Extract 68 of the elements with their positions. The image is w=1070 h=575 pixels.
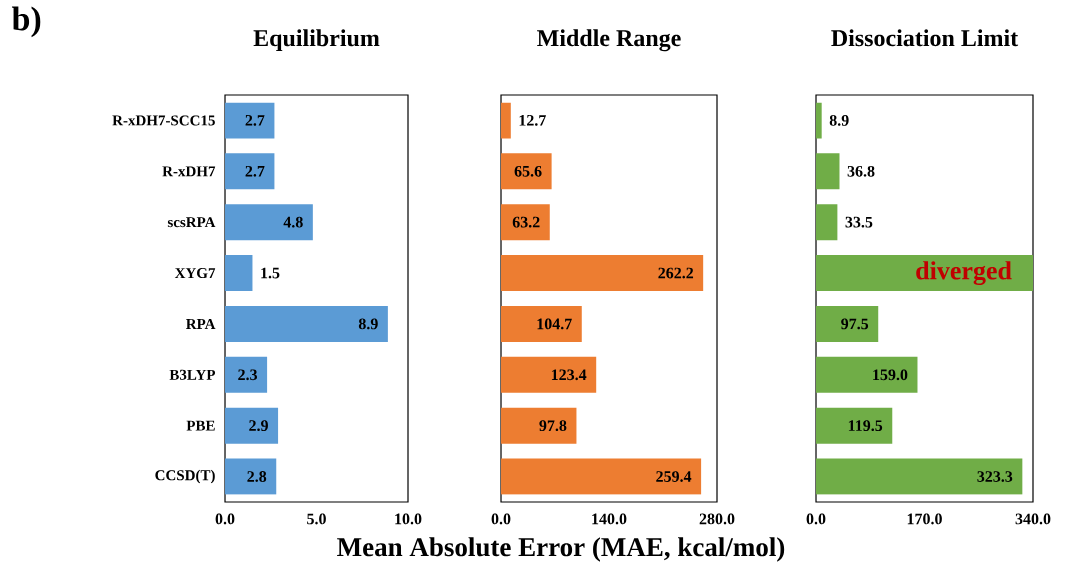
y-tick-label: scsRPA: [167, 217, 216, 228]
bar: [501, 153, 552, 190]
data-label: 12.7: [519, 115, 546, 126]
data-label: 97.5: [841, 318, 869, 330]
bar: [501, 255, 704, 292]
x-tick-label: 0.0: [806, 513, 826, 525]
bar: [816, 305, 879, 342]
data-label: 2.3: [238, 369, 258, 381]
data-label: 65.6: [514, 165, 542, 177]
x-tick-label: 0.0: [491, 513, 511, 525]
bar: [816, 458, 1023, 495]
bar: [225, 102, 275, 139]
data-label: 8.9: [829, 115, 849, 126]
data-label: 2.7: [245, 165, 265, 177]
data-label: 1.5: [261, 267, 280, 279]
chart-title: Middle Range: [537, 29, 681, 52]
bar: [501, 305, 582, 342]
data-label: 4.8: [283, 216, 303, 228]
x-axis-title: Mean Absolute Error (MAE, kcal/mol): [337, 537, 785, 562]
bar: [816, 204, 838, 241]
data-label: 8.9: [358, 318, 378, 330]
bar: [501, 204, 550, 241]
bar: [225, 153, 275, 190]
y-tick-label: XYG7: [174, 268, 216, 279]
data-label: 262.2: [658, 267, 694, 279]
y-tick-label: R-xDH7: [162, 166, 216, 177]
y-tick-label: CCSD(T): [155, 469, 215, 484]
bar: [501, 356, 597, 393]
x-tick-label: 140.0: [592, 513, 627, 525]
data-label: 63.2: [512, 216, 540, 228]
data-label: 33.5: [845, 216, 873, 228]
x-tick-label: 170.0: [907, 513, 942, 525]
data-label: 123.4: [551, 369, 587, 381]
bar: [225, 305, 388, 342]
bar: [816, 356, 918, 393]
bar: [225, 356, 268, 393]
data-label: 2.9: [249, 420, 268, 432]
data-label: 2.8: [247, 471, 267, 482]
bar: [225, 204, 313, 241]
x-tick-label: 0.0: [215, 513, 235, 525]
y-tick-label: RPA: [186, 318, 216, 329]
bar: [501, 458, 702, 495]
data-label: 2.7: [245, 115, 265, 126]
bar: [225, 458, 277, 495]
y-tick-label: PBE: [186, 420, 215, 431]
data-label: 159.0: [873, 369, 908, 381]
chart-title: Equilibrium: [253, 29, 380, 52]
x-tick-label: 10.0: [395, 513, 422, 525]
x-tick-label: 340.0: [1015, 513, 1051, 525]
bar: [225, 407, 279, 444]
bar: [501, 407, 577, 444]
bar: [225, 255, 253, 292]
y-tick-label: B3LYP: [169, 369, 216, 380]
text: b): [11, 6, 41, 38]
data-label: 323.3: [977, 471, 1013, 482]
annotation: diverged: [916, 261, 1012, 285]
x-tick-label: 5.0: [307, 513, 326, 525]
x-tick-label: 280.0: [699, 513, 735, 525]
data-label: 104.7: [537, 318, 572, 330]
data-label: 36.8: [847, 165, 875, 177]
bar: [816, 407, 893, 444]
bar: [816, 153, 840, 190]
bar: [816, 255, 1033, 292]
chart-title: Dissociation Limit: [831, 29, 1019, 47]
y-tick-label: R-xDH7-SCC15: [112, 115, 215, 126]
data-label: 259.4: [656, 471, 692, 482]
data-label: 119.5: [848, 420, 883, 432]
data-label: 97.8: [539, 420, 567, 432]
